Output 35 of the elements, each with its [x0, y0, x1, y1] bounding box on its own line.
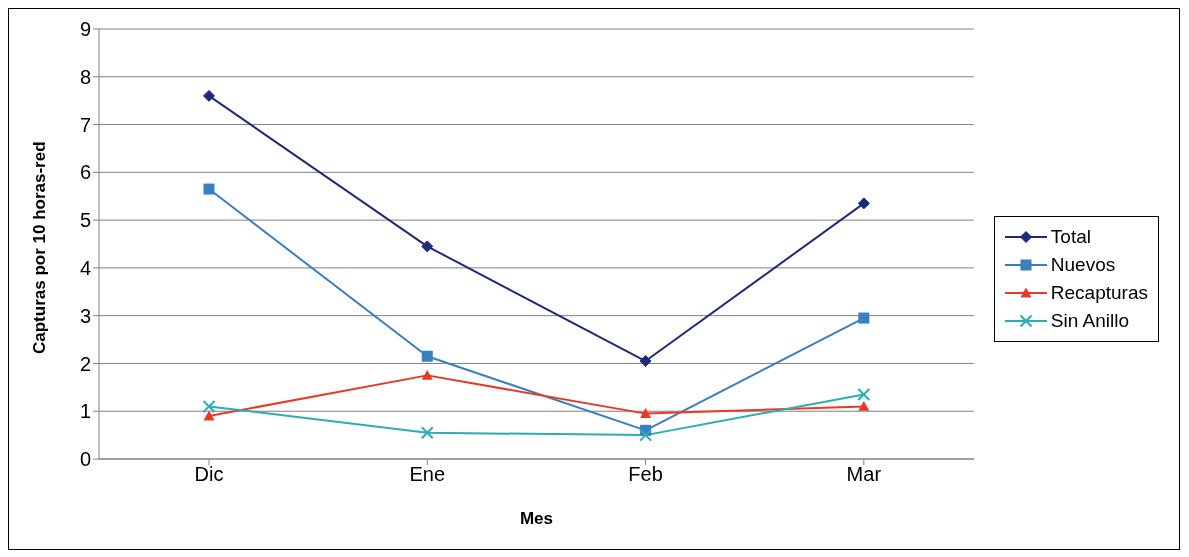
- point: [420, 426, 434, 440]
- point: [203, 183, 215, 195]
- point: [203, 89, 215, 102]
- y-tick-label: 9: [79, 18, 91, 41]
- x-axis-title: Mes: [519, 509, 553, 528]
- point: [858, 400, 870, 411]
- y-tick-label: 1: [79, 400, 91, 423]
- x-tick-label: Mar: [846, 463, 882, 486]
- point: [857, 388, 871, 401]
- x-tick-label: Ene: [409, 463, 446, 486]
- legend-label: Recapturas: [1050, 282, 1148, 304]
- point: [639, 355, 652, 368]
- y-tick-label: 4: [79, 256, 91, 279]
- legend-label: Sin Anillo: [1050, 310, 1129, 332]
- x-tick-label: Feb: [628, 463, 663, 486]
- y-tick-label: 3: [79, 304, 91, 327]
- point: [202, 399, 216, 413]
- x-tick-label: Dic: [194, 463, 224, 486]
- point: [858, 312, 870, 324]
- y-tick-label: 7: [79, 113, 91, 136]
- point: [421, 240, 434, 253]
- y-tick-label: 8: [79, 65, 91, 88]
- y-tick-label: 6: [79, 161, 91, 184]
- legend-label: Nuevos: [1050, 254, 1116, 276]
- point: [421, 350, 433, 362]
- legend-label: Total: [1050, 226, 1091, 248]
- y-tick-label: 0: [79, 448, 91, 471]
- y-tick-label: 2: [79, 352, 91, 375]
- y-axis-title: Capturas por 10 horas-red: [30, 141, 50, 354]
- point: [203, 410, 215, 421]
- y-tick-label: 5: [79, 209, 91, 232]
- point: [639, 428, 653, 442]
- point: [857, 197, 870, 210]
- point: [640, 408, 652, 419]
- point: [421, 369, 433, 380]
